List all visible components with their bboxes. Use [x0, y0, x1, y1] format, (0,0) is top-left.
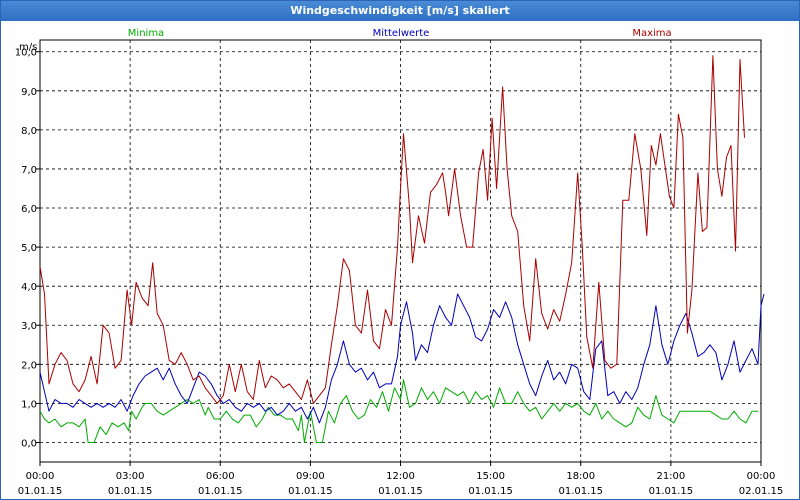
- y-tick-label: 7,0: [21, 165, 37, 176]
- x-tick-time-label: 21:00: [656, 471, 685, 482]
- x-tick-time-label: 15:00: [476, 471, 505, 482]
- y-axis-label: m/s: [19, 42, 37, 53]
- x-tick-time-label: 12:00: [386, 471, 415, 482]
- window-title: Windgeschwindigkeit [m/s] skaliert: [1, 1, 799, 21]
- x-tick-time-label: 06:00: [206, 471, 235, 482]
- x-tick-date-label: 01.01.15: [108, 486, 153, 497]
- x-tick-date-label: 01.01.15: [378, 486, 423, 497]
- y-tick-label: 10,0: [15, 48, 37, 59]
- x-tick-date-label: 01.01.15: [288, 486, 333, 497]
- y-tick-label: 2,0: [21, 360, 37, 371]
- x-tick-date-label: 01.01.15: [468, 486, 513, 497]
- x-tick-date-label: 01.01.15: [649, 486, 694, 497]
- axes: [36, 39, 762, 466]
- x-tick-time-label: 00:00: [26, 471, 55, 482]
- legend: Minima Mittelwerte Maxima: [128, 28, 672, 39]
- y-tick-label: 8,0: [21, 126, 37, 137]
- y-tick-label: 5,0: [21, 243, 37, 254]
- legend-entry-minima: Minima: [128, 28, 164, 39]
- plot-frame: [39, 39, 762, 463]
- x-tick-time-label: 18:00: [566, 471, 595, 482]
- legend-entry-mittelwerte: Mittelwerte: [373, 28, 430, 39]
- series-line-minima: [39, 379, 758, 443]
- x-tick-time-label: 09:00: [296, 471, 325, 482]
- series-line-mittelwerte: [39, 293, 765, 424]
- y-tick-label: 1,0: [21, 399, 37, 410]
- y-tick-label: 4,0: [21, 282, 37, 293]
- x-tick-time-label: 03:00: [116, 471, 145, 482]
- series-line-maxima: [39, 55, 745, 404]
- x-tick-date-label: 01.01.15: [198, 486, 243, 497]
- legend-entry-maxima: Maxima: [632, 28, 671, 39]
- axis-labels: 0,0 1,0 2,0 3,0 4,0 5,0 6,0 7,0 8,0 9,0 10,0m/s 00:…: [15, 42, 784, 497]
- y-tick-label: 3,0: [21, 321, 37, 332]
- y-tick-label: 9,0: [21, 87, 37, 98]
- x-tick-date-label: 01.01.15: [18, 486, 63, 497]
- x-tick-date-label: 01.01.15: [558, 486, 603, 497]
- x-tick-date-label: 02.01.15: [739, 486, 784, 497]
- y-tick-label: 6,0: [21, 204, 37, 215]
- y-tick-label: 0,0: [21, 438, 37, 449]
- x-tick-time-label: 00:00: [747, 471, 776, 482]
- series-lines: [39, 55, 765, 443]
